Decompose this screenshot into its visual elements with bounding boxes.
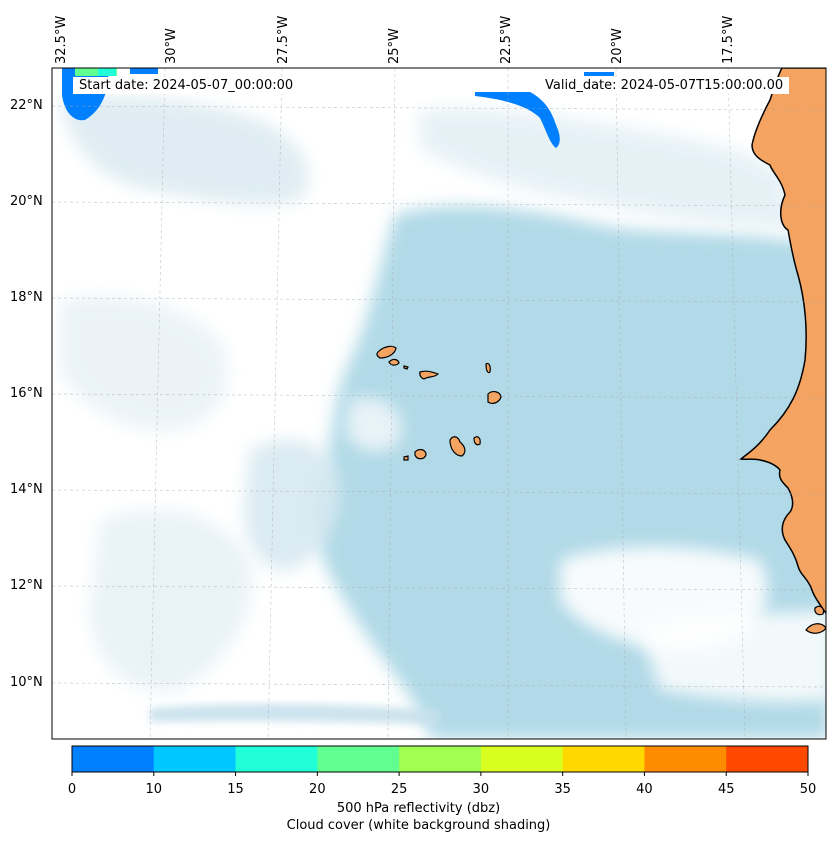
island-sao-nicolau	[419, 370, 440, 380]
lon-tick-label: 32.5°W	[54, 15, 69, 64]
lat-tick-label: 12°N	[10, 578, 43, 593]
map-frame	[51, 67, 827, 740]
colorbar-label: 500 hPa reflectivity (dbz)	[336, 801, 501, 816]
colorbar-segment	[235, 746, 318, 772]
colorbar-segment	[562, 746, 645, 772]
lon-tick-label: 25°W	[387, 28, 402, 64]
colorbar-tick-label: 40	[636, 782, 653, 797]
colorbar-segment	[153, 746, 237, 772]
island-santo-antao	[376, 345, 397, 359]
colorbar-tick-label: 30	[472, 782, 490, 797]
land-masses	[376, 68, 826, 634]
colorbar-tick-label: 0	[67, 782, 77, 797]
island-fogo	[414, 449, 427, 460]
gridlines	[52, 68, 826, 739]
lat-tick-label: 20°N	[10, 194, 43, 209]
island-brava	[403, 455, 409, 461]
island-maio	[473, 436, 481, 446]
map-area	[52, 68, 826, 739]
island-sal	[485, 362, 491, 374]
lat-tick-label: 18°N	[10, 290, 43, 305]
lat-tick-label: 16°N	[10, 386, 43, 401]
lat-tick-label: 10°N	[10, 675, 43, 690]
west-africa-coast	[739, 68, 826, 615]
colorbar-tick-label: 15	[227, 782, 244, 797]
colorbar-frame	[71, 745, 809, 773]
colorbar-segment	[317, 746, 400, 772]
colorbar-segment	[644, 746, 727, 772]
colorbar	[71, 745, 809, 776]
lon-tick-label: 17.5°W	[721, 15, 736, 64]
colorbar-tick-label: 10	[145, 782, 163, 797]
colorbar-segment	[726, 746, 809, 772]
colorbar-sublabel: Cloud cover (white background shading)	[286, 818, 551, 833]
lat-tick-label: 14°N	[10, 482, 43, 497]
island-santiago	[449, 436, 466, 457]
cloud-cover-shading	[60, 96, 826, 739]
valid-date-label: Valid_date: 2024-05-07T15:00:00.00	[539, 77, 790, 94]
colorbar-tick-label: 45	[717, 782, 735, 797]
colorbar-tick-label: 20	[309, 782, 326, 797]
lon-tick-label: 20°W	[610, 28, 625, 64]
colorbar-segment	[480, 746, 564, 772]
island-boa-vista	[487, 391, 502, 404]
colorbar-tick-label: 35	[554, 782, 571, 797]
lon-tick-label: 27.5°W	[276, 15, 291, 64]
colorbar-tick-label: 50	[799, 782, 817, 797]
lon-tick-label: 22.5°W	[499, 15, 514, 64]
start-date-label: Start date: 2024-05-07_00:00:00	[73, 77, 300, 94]
lon-tick-label: 30°W	[164, 28, 179, 64]
colorbar-tick-label: 25	[390, 782, 408, 797]
colorbar-segment	[72, 746, 155, 772]
island-sao-vicente	[388, 358, 400, 366]
lat-tick-label: 22°N	[10, 98, 43, 113]
colorbar-segment	[399, 746, 482, 772]
